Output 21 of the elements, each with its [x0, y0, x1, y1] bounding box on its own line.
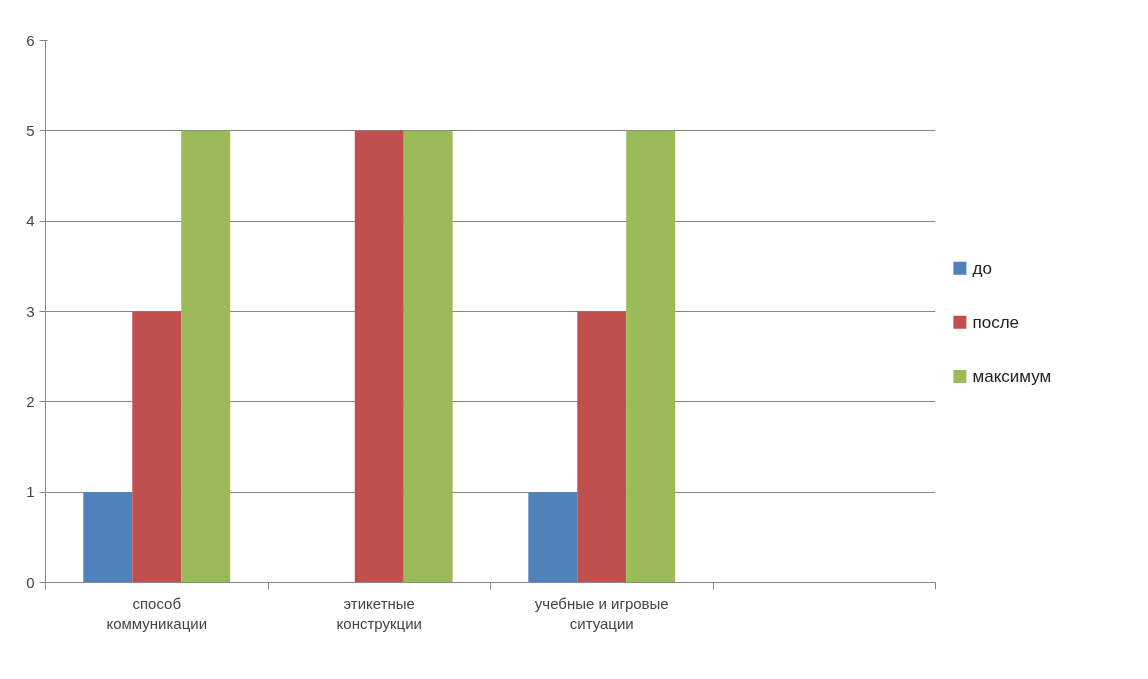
legend-label: до	[972, 258, 992, 278]
y-tick-label: 0	[26, 573, 35, 591]
x-tick-label: способ коммуникации	[106, 594, 208, 632]
bar	[132, 311, 182, 583]
y-tick-label: 5	[26, 121, 35, 139]
bar	[354, 130, 404, 583]
bar	[403, 130, 453, 583]
x-tick-label: этикетные конструкции	[336, 594, 422, 632]
y-tick-label: 2	[26, 392, 35, 410]
y-tick-label: 4	[26, 212, 35, 230]
bar	[577, 311, 627, 583]
y-tick-label: 1	[26, 483, 35, 501]
legend-label: максимум	[972, 367, 1052, 387]
y-tick-label: 3	[26, 302, 35, 320]
bar	[528, 492, 578, 583]
bar	[83, 492, 133, 583]
bar	[181, 130, 231, 583]
y-tick-label: 6	[26, 31, 35, 49]
legend-label: после	[972, 312, 1020, 332]
bar	[626, 130, 676, 583]
x-tick-label: учебные и игровые ситуации	[534, 594, 669, 632]
